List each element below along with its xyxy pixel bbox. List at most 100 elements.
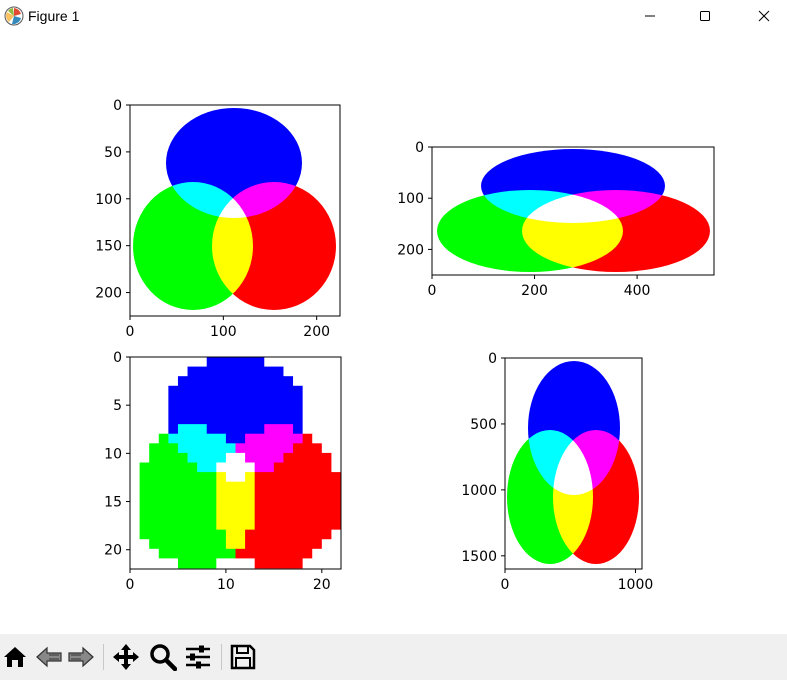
image-pixel	[168, 357, 179, 367]
image-pixel	[264, 395, 275, 406]
image-pixel	[283, 366, 294, 377]
image-pixel	[273, 472, 284, 483]
image-pixel	[177, 357, 188, 367]
image-pixel	[168, 472, 179, 483]
image-pixel	[216, 472, 227, 483]
figure-canvas[interactable]: 0 100 200 0 50 100 150 200 0 200 400 0 100 200 0 10 20 0 5…	[0, 32, 787, 634]
image-pixel	[197, 414, 208, 425]
back-button[interactable]	[34, 642, 64, 672]
image-pixel	[177, 443, 188, 454]
minimize-button[interactable]	[627, 0, 673, 32]
image-pixel	[273, 539, 284, 550]
image-pixel	[139, 481, 150, 492]
forward-button[interactable]	[66, 642, 96, 672]
image-pixel	[206, 414, 217, 425]
image-pixel	[245, 491, 256, 502]
x-tick-label: 400	[624, 283, 651, 299]
maximize-icon	[700, 11, 710, 21]
image-pixel	[264, 472, 275, 483]
image-pixel	[302, 481, 313, 492]
image-pixel	[283, 510, 294, 521]
close-button[interactable]	[741, 0, 787, 32]
image-pixel	[158, 414, 169, 425]
image-pixel	[312, 395, 323, 406]
image-pixel	[149, 433, 160, 444]
image-pixel	[197, 481, 208, 492]
image-pixel	[254, 414, 265, 425]
save-button[interactable]	[228, 642, 258, 672]
image-pixel	[312, 414, 323, 425]
image-pixel	[254, 452, 265, 463]
image-pixel	[130, 433, 140, 444]
x-tick-label: 200	[521, 283, 548, 299]
floppy-disk-icon	[230, 644, 256, 670]
image-pixel	[273, 558, 284, 569]
image-pixel	[197, 452, 208, 463]
image-pixel	[331, 481, 342, 492]
image-pixel	[273, 385, 284, 396]
image-pixel	[321, 395, 332, 406]
image-pixel	[216, 414, 227, 425]
image-pixel	[197, 443, 208, 454]
image-pixel	[130, 376, 140, 387]
image-pixel	[177, 404, 188, 415]
image-pixel	[158, 376, 169, 387]
image-pixel	[139, 433, 150, 444]
image-pixel	[283, 424, 294, 435]
x-tick-label: 0	[428, 283, 437, 299]
image-pixel	[130, 395, 140, 406]
image-pixel	[293, 366, 304, 377]
image-pixel	[312, 443, 323, 454]
image-pixel	[283, 539, 294, 550]
image-pixel	[149, 539, 160, 550]
image-pixel	[293, 520, 304, 531]
image-pixel	[130, 548, 140, 559]
image-pixel	[139, 376, 150, 387]
maximize-button[interactable]	[682, 0, 728, 32]
image-pixel	[149, 443, 160, 454]
image-pixel	[264, 366, 275, 377]
home-button[interactable]	[0, 642, 30, 672]
x-tick-label: 0	[501, 577, 510, 593]
image-pixel	[225, 539, 236, 550]
image-pixel	[225, 481, 236, 492]
image-pixel	[206, 539, 217, 550]
image-pixel	[235, 500, 246, 511]
y-tick-label: 1000	[461, 483, 497, 499]
image-pixel	[283, 500, 294, 511]
configure-subplots-button[interactable]	[183, 642, 213, 672]
image-pixel	[264, 404, 275, 415]
sliders-icon	[186, 645, 210, 669]
image-pixel	[312, 404, 323, 415]
image-pixel	[168, 539, 179, 550]
image-pixel	[225, 472, 236, 483]
image-pixel	[293, 491, 304, 502]
image-pixel	[206, 558, 217, 569]
image-pixel	[312, 520, 323, 531]
image-pixel	[293, 481, 304, 492]
image-pixel	[187, 491, 198, 502]
x-tick-label: 0	[126, 324, 135, 340]
image-pixel	[225, 443, 236, 454]
image-pixel	[283, 529, 294, 540]
image-pixel	[130, 452, 140, 463]
image-pixel	[302, 366, 313, 377]
image-pixel	[245, 376, 256, 387]
y-tick-label: 150	[95, 239, 122, 255]
image-pixel	[139, 500, 150, 511]
forward-arrow-icon	[68, 646, 94, 668]
image-pixel	[168, 424, 179, 435]
image-pixel	[168, 395, 179, 406]
pan-button[interactable]	[111, 642, 141, 672]
image-pixel	[206, 385, 217, 396]
image-pixel	[245, 510, 256, 521]
image-pixel	[130, 500, 140, 511]
image-pixel	[168, 548, 179, 559]
image-pixel	[321, 529, 332, 540]
y-tick-label: 5	[113, 398, 122, 414]
image-pixel	[245, 558, 256, 569]
image-pixel	[293, 462, 304, 473]
image-pixel	[302, 404, 313, 415]
zoom-button[interactable]	[148, 642, 178, 672]
